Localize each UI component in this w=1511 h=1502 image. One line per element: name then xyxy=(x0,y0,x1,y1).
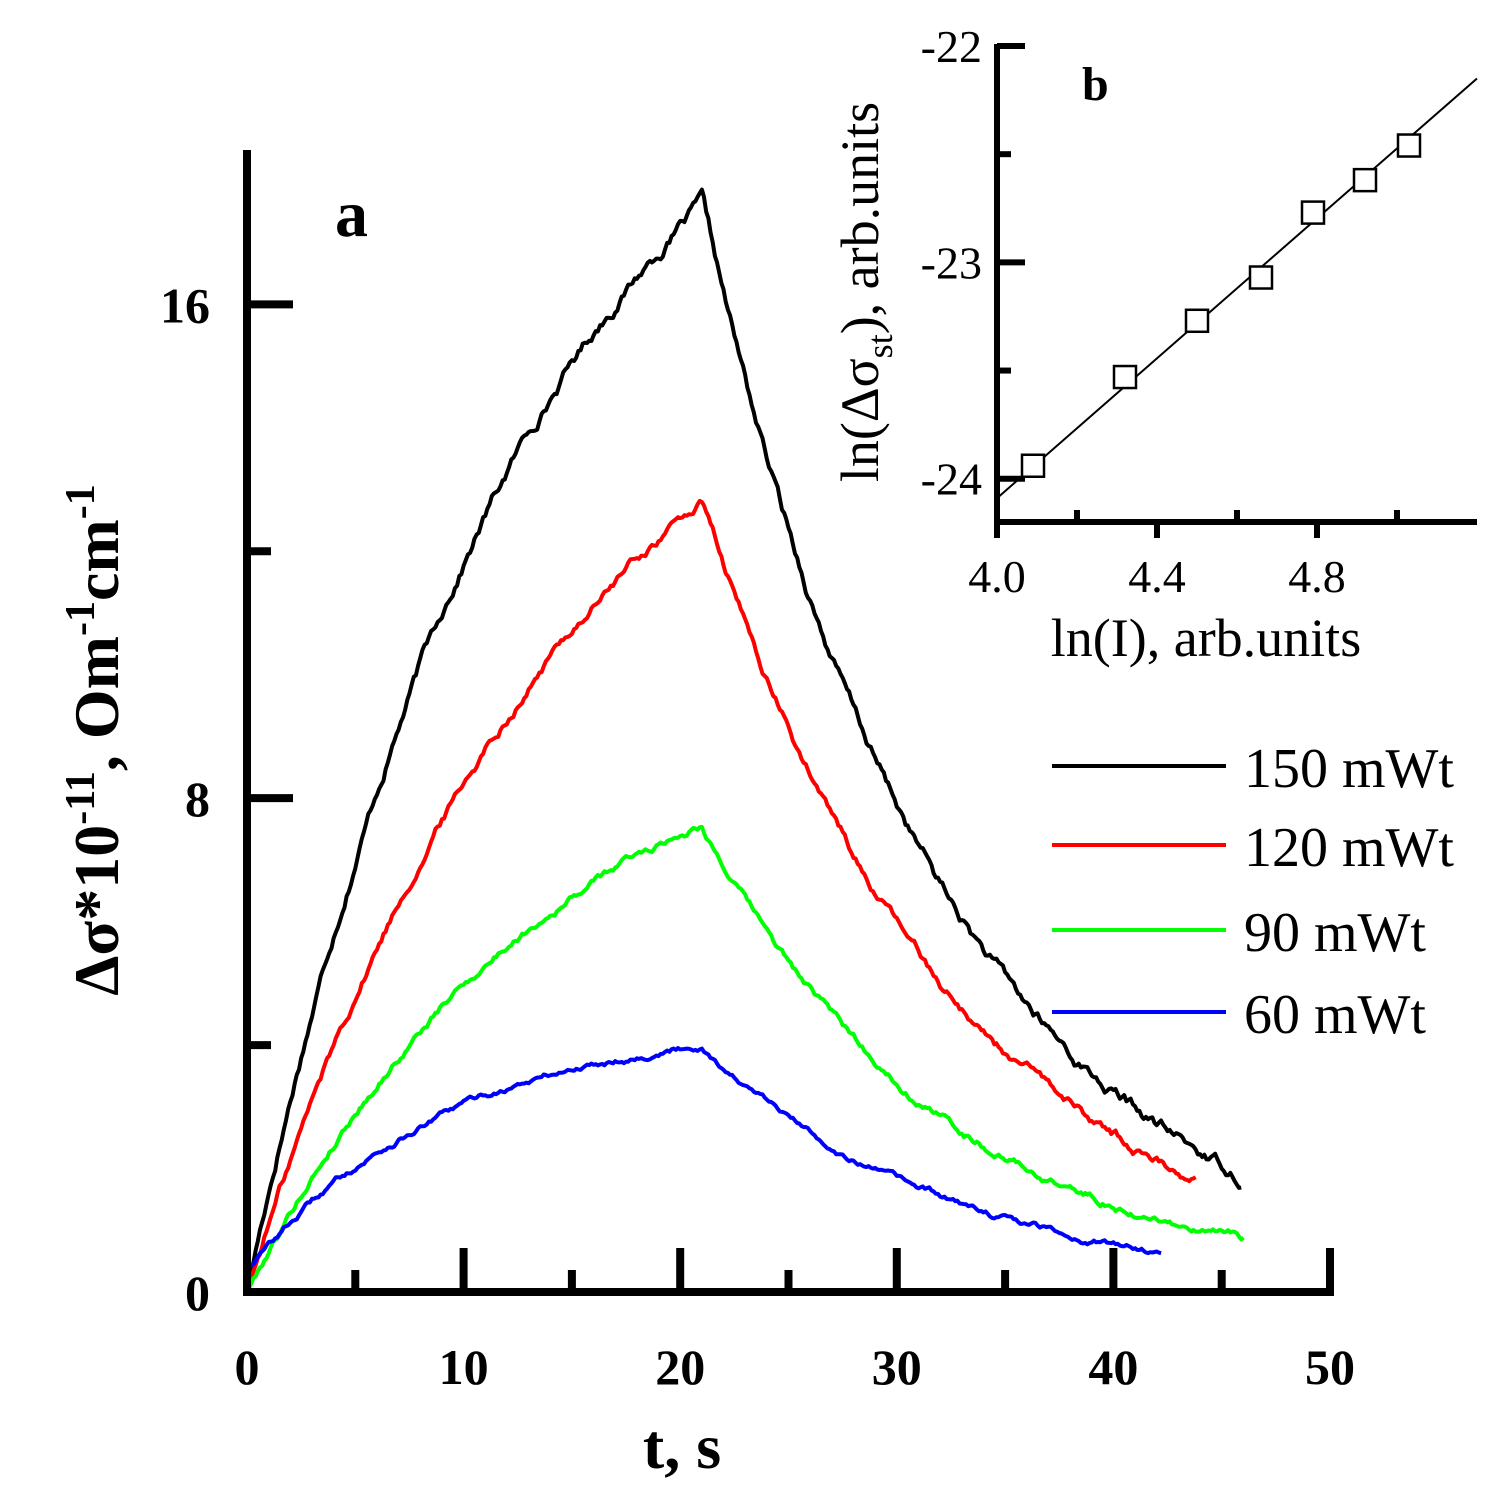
inset-y-axis-label: ln(Δσst), arb.units xyxy=(830,102,900,482)
main-x-tick-label: 20 xyxy=(655,1339,705,1395)
main-x-tick-label: 50 xyxy=(1305,1339,1355,1395)
main-y-tick-label: 0 xyxy=(185,1265,210,1321)
inset-y-tick-label: -23 xyxy=(921,237,982,288)
legend: 150 mWt 120 mWt 90 mWt 60 mWt xyxy=(1052,738,1454,1046)
main-y-tick-label: 8 xyxy=(185,771,210,827)
legend-label-120mwt: 120 mWt xyxy=(1244,817,1454,879)
series-line-60mwt xyxy=(245,1046,1162,1272)
legend-entry-60mwt: 60 mWt xyxy=(1052,984,1426,1046)
inset-y-ticks: -24 -23 -22 xyxy=(921,21,1025,505)
inset-data-point xyxy=(1300,200,1326,225)
main-x-tick-label: 30 xyxy=(872,1339,922,1395)
inset-data-point xyxy=(1352,167,1378,193)
inset-y-label-post: ), arb.units xyxy=(830,102,890,334)
y-label-exp3: -1 xyxy=(58,484,104,519)
panel-label-b: b xyxy=(1082,58,1109,111)
main-y-tick-label: 16 xyxy=(160,277,210,333)
main-x-tick-label: 10 xyxy=(439,1339,489,1395)
main-y-ticks: 0 8 16 xyxy=(160,277,293,1321)
y-label-mid: , Om xyxy=(61,636,132,771)
inset-data-point xyxy=(1112,364,1138,390)
legend-label-60mwt: 60 mWt xyxy=(1244,984,1426,1046)
y-label-exp1: -11 xyxy=(58,771,104,825)
main-x-tick-label: 0 xyxy=(235,1339,260,1395)
inset-data-point xyxy=(1184,308,1210,334)
main-x-axis-label: t, s xyxy=(643,1411,721,1482)
main-y-axis-label: Δσ*10-11, Om-1cm-1 xyxy=(58,484,132,995)
inset-x-axis-label: ln(I), arb.units xyxy=(1051,608,1361,668)
inset-y-tick-label: -22 xyxy=(921,21,982,72)
series-line-120mwt xyxy=(245,498,1197,1293)
series-line-90mwt xyxy=(245,824,1245,1293)
inset-y-tick-label: -24 xyxy=(921,454,982,505)
inset-data-point xyxy=(1396,133,1422,158)
main-x-ticks: 0 10 20 30 40 50 xyxy=(235,1248,1355,1395)
inset-x-tick-label: 4.8 xyxy=(1288,551,1346,602)
legend-label-150mwt: 150 mWt xyxy=(1244,738,1454,800)
inset-points xyxy=(1020,133,1422,478)
main-series-group xyxy=(245,187,1245,1293)
inset-chart: 4.0 4.4 4.8 -24 -23 -22 b ln(I), arb.units l… xyxy=(830,21,1478,668)
inset-y-label-sub: st xyxy=(860,334,900,358)
legend-entry-120mwt: 120 mWt xyxy=(1052,817,1454,879)
series-line-150mwt xyxy=(245,187,1242,1293)
inset-data-point xyxy=(1020,453,1046,478)
inset-x-ticks: 4.0 4.4 4.8 xyxy=(968,510,1400,602)
panel-label-a: a xyxy=(335,178,368,251)
y-label-main: Δσ*10 xyxy=(61,825,132,996)
legend-label-90mwt: 90 mWt xyxy=(1244,902,1426,964)
main-x-tick-label: 40 xyxy=(1088,1339,1138,1395)
legend-entry-90mwt: 90 mWt xyxy=(1052,902,1426,964)
inset-x-tick-label: 4.0 xyxy=(968,551,1026,602)
legend-entry-150mwt: 150 mWt xyxy=(1052,738,1454,800)
inset-x-tick-label: 4.4 xyxy=(1128,551,1186,602)
y-label-exp2: -1 xyxy=(58,601,104,636)
inset-y-label-pre: ln(Δσ xyxy=(830,358,890,482)
y-label-cm: cm xyxy=(61,519,132,601)
inset-data-point xyxy=(1248,265,1274,290)
